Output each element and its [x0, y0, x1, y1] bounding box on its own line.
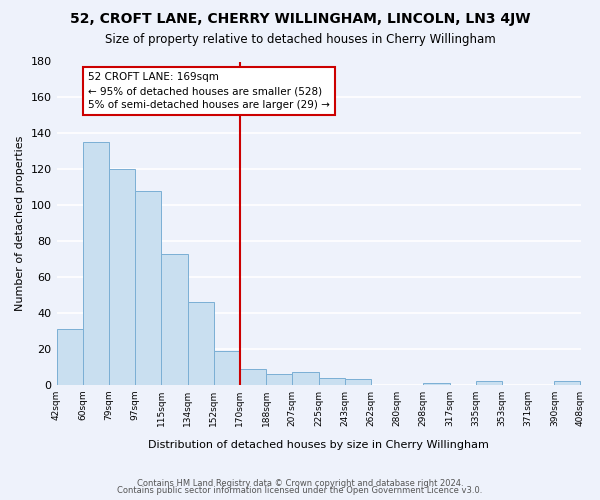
Bar [240, 368, 266, 385]
Bar [424, 383, 449, 385]
Text: Contains public sector information licensed under the Open Government Licence v3: Contains public sector information licen… [118, 486, 482, 495]
Text: Contains HM Land Registry data © Crown copyright and database right 2024.: Contains HM Land Registry data © Crown c… [137, 478, 463, 488]
X-axis label: Distribution of detached houses by size in Cherry Willingham: Distribution of detached houses by size … [148, 440, 489, 450]
Text: 52, CROFT LANE, CHERRY WILLINGHAM, LINCOLN, LN3 4JW: 52, CROFT LANE, CHERRY WILLINGHAM, LINCO… [70, 12, 530, 26]
Bar [476, 382, 502, 385]
Bar [214, 350, 240, 385]
Bar [83, 142, 109, 385]
Bar [56, 329, 83, 385]
Bar [319, 378, 345, 385]
Bar [266, 374, 292, 385]
Text: 52 CROFT LANE: 169sqm
← 95% of detached houses are smaller (528)
5% of semi-deta: 52 CROFT LANE: 169sqm ← 95% of detached … [88, 72, 330, 110]
Bar [135, 191, 161, 385]
Bar [345, 380, 371, 385]
Bar [292, 372, 319, 385]
Bar [109, 170, 135, 385]
Bar [161, 254, 188, 385]
Bar [554, 382, 580, 385]
Bar [188, 302, 214, 385]
Y-axis label: Number of detached properties: Number of detached properties [15, 136, 25, 311]
Text: Size of property relative to detached houses in Cherry Willingham: Size of property relative to detached ho… [104, 32, 496, 46]
